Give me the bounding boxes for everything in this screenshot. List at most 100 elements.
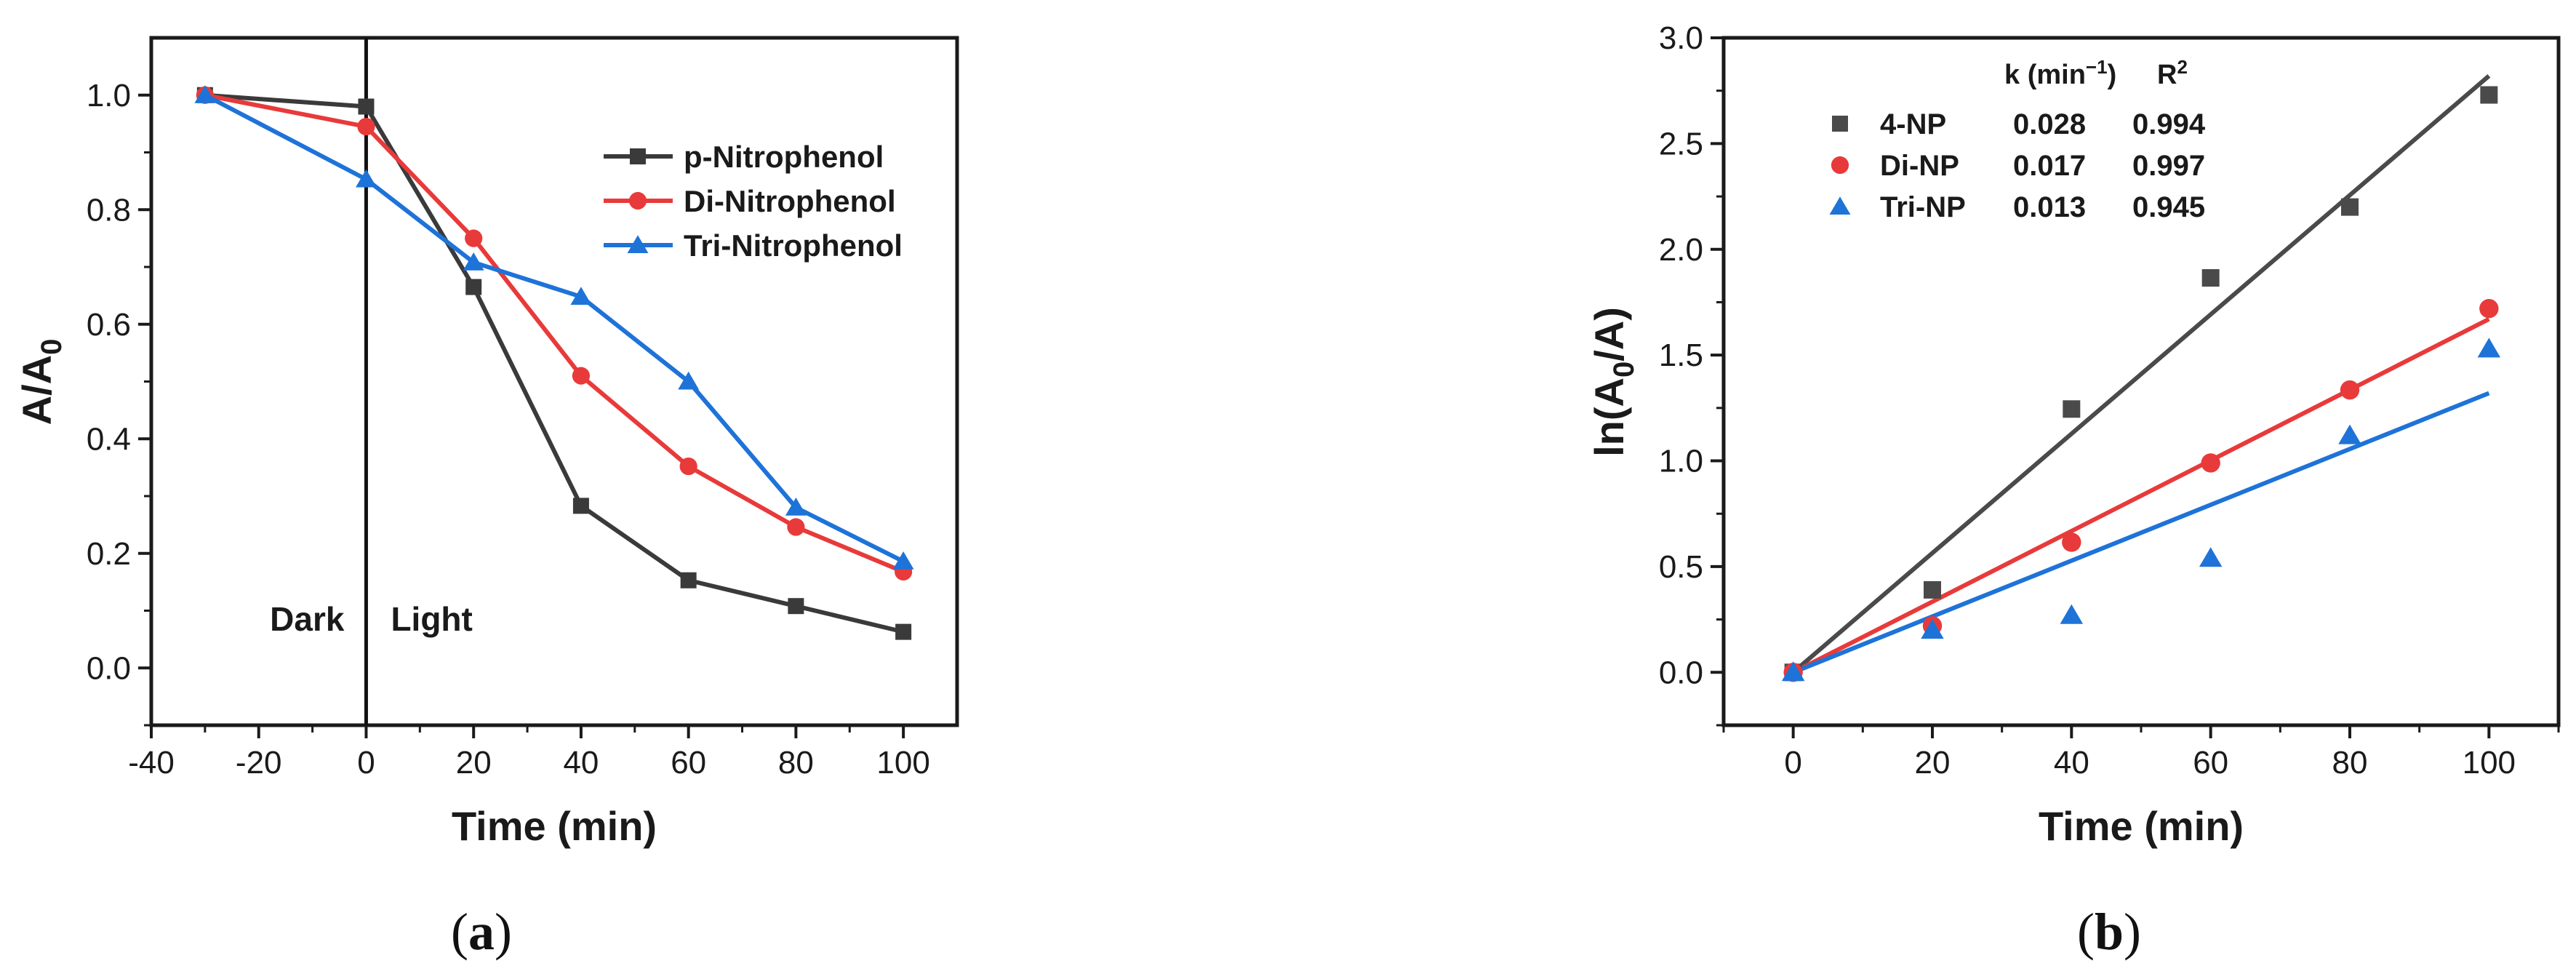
data-point-p-Nitrophenol — [465, 279, 482, 295]
data-point-Di-Nitrophenol — [787, 518, 805, 536]
data-point-Di-NP — [2340, 380, 2360, 400]
data-point-Tri-Nitrophenol — [678, 371, 700, 390]
fit-line-Tri-NP — [1792, 391, 2490, 675]
y-axis-label-b: ln(A0/A) — [1586, 307, 1640, 457]
panel-caption-a: (a) — [451, 903, 512, 961]
data-point-Tri-Nitrophenol — [194, 85, 216, 103]
data-point-Di-Nitrophenol — [465, 229, 483, 247]
legend-k-Di-NP: 0.017 — [2013, 150, 2086, 182]
legend-label-Tri-Nitrophenol: Tri-Nitrophenol — [684, 228, 903, 263]
legend-a: p-Nitrophenol Di-Nitrophenol Tri-Nitrophen… — [604, 140, 903, 263]
y-tick-label: 1.0 — [1659, 444, 1703, 479]
data-point-4-NP — [2063, 400, 2081, 418]
data-point-Tri-Nitrophenol — [570, 287, 592, 305]
data-point-4-NP — [2201, 269, 2220, 287]
data-point-Di-Nitrophenol — [679, 457, 697, 476]
table-header-r2: R2 — [2157, 56, 2188, 90]
x-tick-label: 100 — [876, 745, 929, 781]
data-point-p-Nitrophenol — [358, 98, 375, 115]
fit-line-Di-NP — [1792, 317, 2490, 674]
series-line-p-Nitrophenol — [204, 92, 904, 634]
data-point-Tri-NP — [2477, 338, 2501, 358]
data-point-Tri-Nitrophenol — [356, 169, 377, 188]
legend-k-4-NP: 0.028 — [2013, 108, 2086, 140]
x-tick-label: 80 — [778, 745, 814, 781]
y-tick-label: 0.0 — [1659, 655, 1703, 690]
panel-caption-b: (b) — [2077, 903, 2141, 961]
legend-label-Tri-NP: Tri-NP — [1880, 191, 1966, 223]
x-tick-label: 0 — [1784, 745, 1801, 781]
data-point-Di-NP — [2201, 453, 2220, 473]
legend-marker-Tri-Nitrophenol — [627, 235, 649, 253]
x-tick-label: 60 — [2193, 745, 2228, 781]
chart-panel-a: -40 -20 0 20 40 60 80 100 0.0 0.2 0.4 0.6 0.8 1.0 Dar… — [14, 36, 959, 961]
data-point-p-Nitrophenol — [895, 623, 912, 640]
legend-r2-Di-NP: 0.997 — [2132, 150, 2205, 182]
legend-label-Di-NP: Di-NP — [1880, 150, 1959, 182]
legend-label-Di-Nitrophenol: Di-Nitrophenol — [684, 184, 896, 218]
data-point-Tri-NP — [2338, 424, 2361, 444]
annotation-dark: Dark — [270, 600, 345, 638]
legend-marker-Di-Nitrophenol — [628, 191, 647, 210]
x-tick-label: -40 — [128, 745, 175, 781]
x-axis-label-a: Time (min) — [452, 803, 657, 849]
y-tick-label: 0.6 — [87, 307, 131, 343]
y-tick-label: 0.4 — [87, 421, 131, 457]
y-tick-label: 0.5 — [1659, 549, 1703, 585]
x-tick-label: 20 — [1915, 745, 1951, 781]
y-tick-label: 1.0 — [87, 78, 131, 113]
y-tick-label: 0.2 — [87, 536, 131, 572]
data-point-p-Nitrophenol — [572, 498, 589, 514]
x-tick-label: 40 — [563, 745, 599, 781]
data-point-Tri-NP — [1781, 661, 1805, 682]
legend-k-Tri-NP: 0.013 — [2013, 191, 2086, 223]
series-a — [194, 85, 914, 640]
fit-line-4-NP — [1791, 74, 2491, 674]
data-point-Tri-NP — [1921, 619, 1944, 639]
data-point-4-NP — [1924, 580, 1941, 599]
data-point-Di-NP — [2479, 298, 2499, 319]
y-tick-label: 0.0 — [87, 650, 131, 686]
data-point-Tri-Nitrophenol — [785, 498, 807, 516]
legend-r2-Tri-NP: 0.945 — [2132, 191, 2205, 223]
x-tick-label: 100 — [2463, 745, 2516, 781]
legend-marker-p-Nitrophenol — [630, 148, 646, 164]
data-point-4-NP — [2480, 86, 2498, 104]
y-tick-label: 1.5 — [1659, 338, 1703, 373]
legend-marker-Di-NP — [1831, 156, 1849, 175]
x-tick-label: 80 — [2332, 745, 2368, 781]
fit-lines-b — [1791, 74, 2491, 675]
table-header-k: k (min−1) — [2004, 56, 2116, 90]
y-tick-label: 2.0 — [1659, 232, 1703, 268]
annotation-light: Light — [391, 600, 472, 638]
series-b — [1781, 86, 2501, 682]
y-tick-label: 3.0 — [1659, 20, 1703, 56]
legend-marker-4-NP — [1832, 116, 1848, 132]
axes-b: 0 20 40 60 80 100 0.0 0.5 1.0 1.5 2.0 2.5 3.0 — [1659, 20, 2560, 781]
data-point-Di-Nitrophenol — [572, 367, 591, 385]
x-tick-label: -20 — [236, 745, 282, 781]
x-tick-label: 40 — [2054, 745, 2089, 781]
data-point-Di-NP — [2062, 532, 2081, 552]
legend-b: k (min−1) R2 4-NP 0.028 0.994 Di-NP 0.017 0.997… — [1829, 56, 2206, 223]
x-tick-label: 20 — [456, 745, 492, 781]
legend-label-4-NP: 4-NP — [1880, 108, 1946, 140]
x-tick-label: 60 — [671, 745, 706, 781]
data-point-4-NP — [2341, 198, 2359, 216]
x-axis-label-b: Time (min) — [2039, 803, 2244, 849]
legend-r2-4-NP: 0.994 — [2132, 108, 2206, 140]
x-tick-label: 0 — [357, 745, 375, 781]
legend-marker-Tri-NP — [1829, 196, 1851, 215]
y-tick-label: 2.5 — [1659, 126, 1703, 161]
axes-a: -40 -20 0 20 40 60 80 100 0.0 0.2 0.4 0.6 0.8 1.0 — [87, 78, 930, 781]
y-axis-label-a: A/A0 — [14, 339, 68, 426]
data-point-Tri-NP — [2199, 547, 2223, 567]
data-point-Tri-NP — [2060, 604, 2084, 624]
data-point-Tri-Nitrophenol — [892, 551, 914, 570]
data-point-Di-Nitrophenol — [357, 117, 375, 136]
legend-label-p-Nitrophenol: p-Nitrophenol — [684, 140, 884, 174]
data-point-p-Nitrophenol — [680, 572, 697, 588]
y-tick-label: 0.8 — [87, 192, 131, 228]
data-point-Tri-Nitrophenol — [463, 252, 484, 271]
